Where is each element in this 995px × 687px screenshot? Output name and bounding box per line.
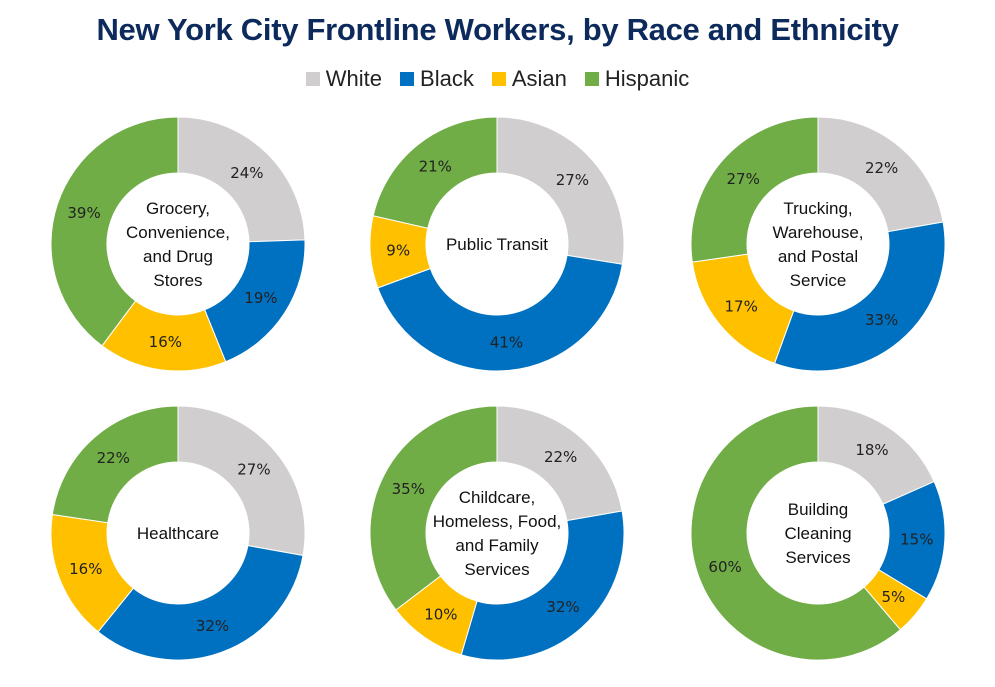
legend-swatch-white <box>305 72 320 86</box>
data-label-asian: 10% <box>424 606 457 624</box>
data-label-hispanic: 35% <box>392 480 425 498</box>
legend-item-black: Black <box>400 66 474 92</box>
data-label-black: 33% <box>865 311 898 329</box>
data-label-white: 27% <box>237 461 270 479</box>
slice-hispanic <box>51 405 179 524</box>
legend-label-white: White <box>325 66 383 91</box>
data-label-white: 24% <box>230 164 263 182</box>
data-label-black: 32% <box>196 617 229 635</box>
center-label: Trucking, Warehouse, and Postal Service <box>772 199 863 290</box>
slice-black <box>773 221 946 372</box>
slice-hispanic <box>372 116 498 229</box>
data-label-asian: 5% <box>881 588 905 606</box>
donut-trucking-warehouse-and-postal-service: 22% 33% 17% 27% Trucking, Warehouse, and Posta… <box>690 116 946 372</box>
slice-black <box>460 510 625 661</box>
data-label-white: 22% <box>865 159 898 177</box>
data-label-black: 32% <box>546 598 579 616</box>
data-label-black: 41% <box>490 334 523 352</box>
legend-item-asian: Asian <box>491 66 567 92</box>
slice-hispanic <box>369 405 498 611</box>
legend-label-asian: Asian <box>511 66 567 91</box>
data-label-asian: 16% <box>69 560 102 578</box>
slice-hispanic <box>50 116 179 347</box>
data-label-asian: 9% <box>386 241 410 259</box>
slice-hispanic <box>690 116 819 263</box>
data-label-black: 15% <box>900 530 933 548</box>
data-label-black: 19% <box>244 289 277 307</box>
legend-swatch-black <box>400 72 415 86</box>
slice-black <box>377 254 623 372</box>
donut-childcare-homeless-food-and-family-services: 22% 32% 10% 35% Childcare, Homeless, Food, and… <box>369 405 625 661</box>
slice-white <box>496 116 625 265</box>
legend-item-white: White <box>305 66 383 92</box>
legend: White Black Asian Hispanic <box>0 66 995 92</box>
legend-swatch-asian <box>491 72 506 86</box>
donut-public-transit: 27% 41% 9% 21% Public Transit <box>369 116 625 372</box>
data-label-hispanic: 22% <box>97 449 130 467</box>
legend-swatch-hispanic <box>584 72 599 86</box>
slice-hispanic <box>690 405 902 661</box>
data-label-white: 22% <box>544 448 577 466</box>
data-label-hispanic: 60% <box>708 558 741 576</box>
slice-white <box>177 405 306 557</box>
data-label-asian: 17% <box>724 297 757 315</box>
data-label-hispanic: 21% <box>419 158 452 176</box>
legend-item-hispanic: Hispanic <box>584 66 690 92</box>
donut-healthcare: 27% 32% 16% 22% Healthcare <box>50 405 306 661</box>
center-label: Building Cleaning Services <box>784 500 851 567</box>
data-label-white: 27% <box>556 171 589 189</box>
data-label-asian: 16% <box>149 333 182 351</box>
donut-building-cleaning-services: 18% 15% 5% 60% Building Cleaning Services <box>690 405 946 661</box>
donut-grocery-convenience-and-drug-stores: 24% 19% 16% 39% Grocery, Convenience, and Drug… <box>50 116 306 372</box>
center-label: Public Transit <box>446 235 548 254</box>
data-label-hispanic: 39% <box>67 204 100 222</box>
data-label-white: 18% <box>855 441 888 459</box>
data-label-hispanic: 27% <box>727 170 760 188</box>
center-label: Healthcare <box>137 524 219 543</box>
slice-black <box>97 545 304 661</box>
chart-title: New York City Frontline Workers, by Race… <box>96 12 899 47</box>
legend-label-hispanic: Hispanic <box>604 66 690 91</box>
center-label: Childcare, Homeless, Food, and Family Servi… <box>433 488 562 579</box>
legend-label-black: Black <box>420 66 474 91</box>
slice-white <box>177 116 306 243</box>
center-label: Grocery, Convenience, and Drug Stores <box>126 199 230 290</box>
